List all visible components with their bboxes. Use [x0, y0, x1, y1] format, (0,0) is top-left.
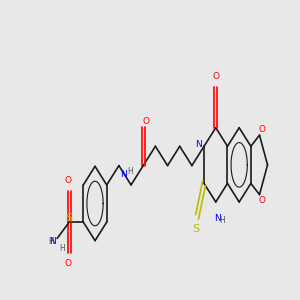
Text: H: H	[59, 244, 65, 253]
Text: O: O	[258, 196, 265, 205]
Text: N: N	[120, 170, 127, 179]
Text: O: O	[258, 125, 265, 134]
Text: N: N	[195, 140, 202, 149]
Text: N: N	[214, 214, 220, 223]
Text: H: H	[127, 167, 133, 176]
Text: S: S	[66, 213, 73, 224]
Text: O: O	[212, 72, 219, 81]
Text: N: N	[49, 237, 56, 246]
Text: S: S	[192, 224, 199, 234]
Text: O: O	[64, 259, 71, 268]
Text: O: O	[64, 176, 71, 185]
Text: H: H	[219, 216, 225, 225]
Text: O: O	[143, 116, 150, 125]
Text: H: H	[48, 237, 54, 246]
